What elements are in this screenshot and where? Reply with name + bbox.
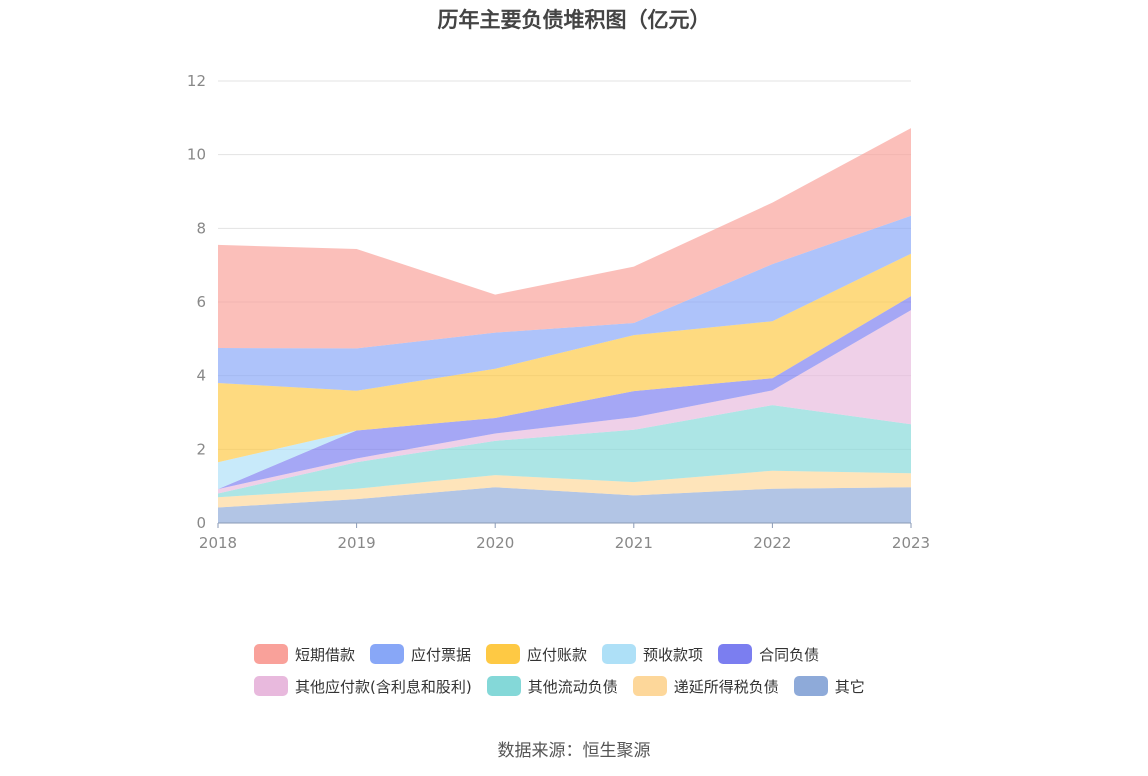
legend-row: 其他应付款(含利息和股利) 其他流动负债 递延所得税负债 其它 (254, 670, 914, 702)
data-source: 数据来源：恒生聚源 (497, 741, 651, 761)
y-tick-label: 2 (196, 440, 206, 458)
legend-swatch (718, 644, 753, 664)
area-series-1 (218, 470, 911, 508)
legend-swatch (370, 644, 405, 664)
y-tick-label: 10 (187, 146, 206, 164)
legend-label: 合同负债 (759, 645, 820, 664)
y-tick-label: 4 (196, 367, 206, 385)
y-tick-label: 12 (187, 72, 206, 90)
legend-item[interactable]: 合同负债 (718, 644, 819, 665)
x-tick-label: 2023 (892, 534, 930, 552)
stacked-area-chart: 0 2 4 6 8 10 12 2018 2019 2020 2021 2022 2023 (187, 72, 930, 552)
chart-title: 历年主要负债堆积图（亿元） (437, 8, 711, 32)
legend-item[interactable]: 其它 (793, 676, 865, 697)
legend-label: 预收款项 (643, 645, 704, 664)
legend-row: 短期借款 应付票据 应付账款 预收款项 合同负债 (254, 638, 914, 670)
legend-swatch (632, 676, 667, 696)
legend-label: 应付账款 (527, 645, 588, 664)
x-tick-label: 2019 (338, 534, 376, 552)
area-series-7 (218, 215, 911, 391)
legend-label: 递延所得税负债 (673, 677, 779, 696)
area-series-4 (218, 296, 911, 490)
area-series-2 (218, 405, 911, 498)
legend-item[interactable]: 应付账款 (486, 644, 587, 665)
x-tick-label: 2018 (199, 534, 237, 552)
legend-item[interactable]: 预收款项 (602, 644, 703, 665)
legend-item[interactable]: 应付票据 (370, 644, 471, 665)
axes: 0 2 4 6 8 10 12 2018 2019 2020 2021 2022 2023 (187, 72, 930, 552)
legend-swatch (602, 644, 637, 664)
legend-label: 其他流动负债 (527, 677, 618, 696)
legend-swatch (254, 676, 288, 696)
legend-swatch (486, 644, 521, 664)
x-tick-label: 2022 (753, 534, 791, 552)
area-series-0 (218, 487, 911, 523)
legend-swatch (793, 676, 828, 696)
y-tick-label: 0 (196, 514, 206, 532)
x-tick-label: 2020 (476, 534, 514, 552)
x-tick-label: 2021 (615, 534, 653, 552)
legend-swatch (486, 676, 521, 696)
legend-label: 短期借款 (295, 645, 356, 664)
area-series-6 (218, 253, 911, 463)
area-series-3 (218, 310, 911, 494)
area-series (218, 128, 911, 523)
legend-item[interactable]: 短期借款 (254, 644, 355, 665)
y-tick-label: 6 (196, 293, 206, 311)
area-series-8 (218, 128, 911, 349)
legend-label: 其它 (834, 677, 865, 696)
legend-item[interactable]: 递延所得税负债 (632, 676, 779, 697)
legend-item[interactable]: 其他应付款(含利息和股利) (254, 676, 472, 697)
legend-swatch (254, 644, 288, 664)
y-tick-label: 8 (196, 219, 206, 237)
legend-label: 应付票据 (411, 645, 472, 664)
legend-item[interactable]: 其他流动负债 (486, 676, 618, 697)
legend-label: 其他应付款(含利息和股利) (295, 677, 472, 696)
legend: 短期借款 应付票据 应付账款 预收款项 合同负债其他应付款(含利息和股利) 其他流动负债 递… (254, 638, 914, 702)
